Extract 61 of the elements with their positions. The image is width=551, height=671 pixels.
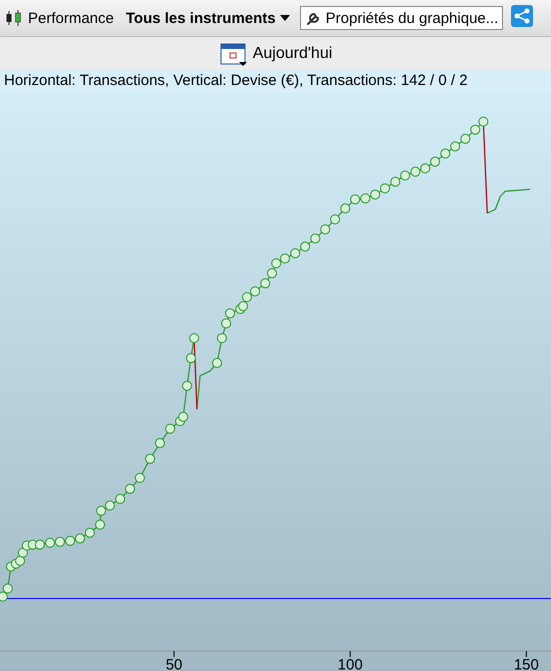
point bbox=[18, 548, 28, 558]
point bbox=[95, 520, 106, 530]
point bbox=[221, 318, 232, 328]
point bbox=[186, 353, 196, 364]
point bbox=[320, 224, 330, 234]
point bbox=[450, 141, 460, 152]
point bbox=[165, 424, 176, 434]
point bbox=[250, 286, 260, 296]
point bbox=[260, 278, 270, 288]
point bbox=[430, 156, 440, 167]
point bbox=[300, 242, 310, 252]
point bbox=[340, 203, 350, 214]
point bbox=[84, 528, 95, 538]
point bbox=[400, 170, 410, 181]
x-tick-label: 50 bbox=[166, 656, 182, 671]
point bbox=[271, 258, 282, 268]
x-tick-label: 150 bbox=[514, 656, 539, 671]
point bbox=[182, 380, 192, 391]
text: Propriétés du graphique... bbox=[326, 10, 498, 26]
point bbox=[45, 538, 56, 548]
point bbox=[238, 301, 248, 312]
text: Aujourd'hui bbox=[252, 44, 332, 62]
point bbox=[104, 500, 115, 511]
point bbox=[478, 116, 488, 127]
point bbox=[350, 194, 360, 204]
point bbox=[115, 494, 126, 504]
point bbox=[154, 438, 165, 448]
point bbox=[460, 134, 470, 144]
point bbox=[330, 214, 340, 224]
point bbox=[225, 308, 236, 318]
point bbox=[242, 292, 252, 302]
point bbox=[216, 333, 227, 344]
point bbox=[15, 556, 26, 566]
point bbox=[212, 358, 222, 368]
point bbox=[380, 183, 390, 194]
point bbox=[2, 584, 13, 594]
point bbox=[470, 124, 480, 135]
point bbox=[134, 472, 145, 483]
point bbox=[189, 333, 200, 344]
point bbox=[420, 163, 430, 174]
point bbox=[266, 268, 277, 278]
point bbox=[370, 190, 380, 200]
point bbox=[124, 484, 136, 494]
point bbox=[145, 454, 156, 464]
text: Tous les instruments bbox=[126, 10, 276, 26]
point bbox=[74, 533, 85, 544]
point bbox=[410, 166, 420, 177]
text: Performance bbox=[28, 10, 114, 26]
point bbox=[280, 253, 290, 264]
point bbox=[360, 193, 370, 204]
point bbox=[54, 536, 65, 547]
point bbox=[290, 248, 300, 258]
point bbox=[34, 540, 45, 550]
point bbox=[310, 233, 320, 244]
point bbox=[65, 536, 76, 546]
x-tick-label: 100 bbox=[338, 656, 363, 671]
point bbox=[96, 506, 106, 516]
point bbox=[390, 176, 400, 187]
point bbox=[178, 412, 188, 422]
point bbox=[440, 148, 450, 159]
chart-title: Horizontal: Transactions, Vertical: Devise (€), Transactions: 142 / 0 / 2 bbox=[0, 70, 551, 93]
